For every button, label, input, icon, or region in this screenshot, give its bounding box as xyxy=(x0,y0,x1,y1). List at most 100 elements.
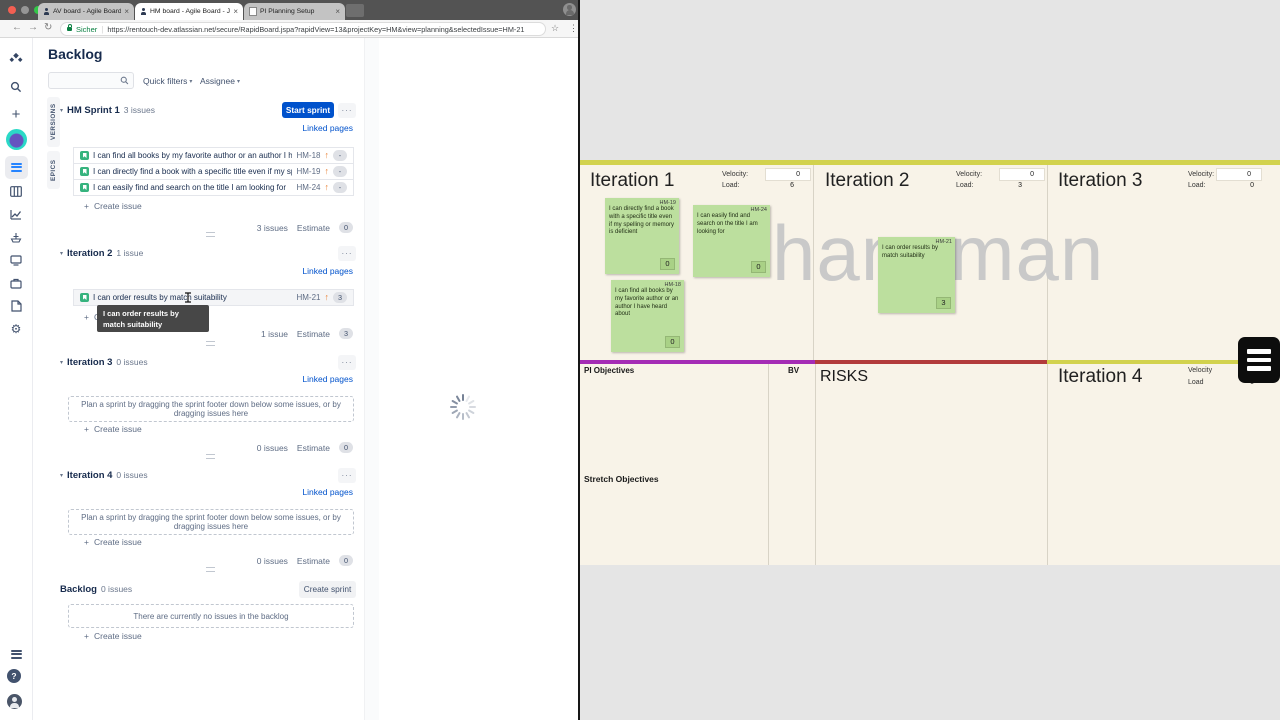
versions-rail[interactable]: VERSIONS xyxy=(47,97,60,147)
issues-box-icon[interactable] xyxy=(7,274,25,292)
estimate-total-pill: 0 xyxy=(339,555,353,566)
assignee-dropdown[interactable]: Assignee ▾ xyxy=(200,76,240,86)
sticky-key: HM-19 xyxy=(659,200,676,206)
story-icon xyxy=(80,293,89,302)
sticky-key: HM-24 xyxy=(750,207,767,213)
backlog-section-header: Backlog 0 issues Create sprint xyxy=(60,580,356,598)
priority-up-icon: ↑ xyxy=(324,182,330,192)
create-icon[interactable]: + xyxy=(11,105,21,123)
drag-handle[interactable] xyxy=(206,341,215,346)
linked-pages-link[interactable]: Linked pages xyxy=(302,266,353,276)
close-window-button[interactable] xyxy=(8,6,16,14)
collapse-chevron-icon[interactable]: ▾ xyxy=(60,107,64,114)
text-cursor xyxy=(185,292,191,303)
user-avatar[interactable] xyxy=(7,694,22,709)
tab-hm-board[interactable]: HM board - Agile Board - JIRA × xyxy=(135,3,243,20)
iteration1-load-value: 6 xyxy=(790,182,794,189)
monitor-icon[interactable] xyxy=(7,251,25,269)
empty-sprint-dropzone[interactable]: Plan a sprint by dragging the sprint foo… xyxy=(68,509,354,535)
iteration2-menu-button[interactable]: ··· xyxy=(338,245,356,261)
iteration3-menu-button[interactable]: ··· xyxy=(338,354,356,370)
iteration2-load-value: 3 xyxy=(1018,182,1022,189)
estimate-pill: 3 xyxy=(333,292,347,303)
issue-row[interactable]: I can order results by match suitability… xyxy=(73,289,354,306)
collapse-chevron-icon[interactable]: ▾ xyxy=(60,359,64,366)
close-tab-icon[interactable]: × xyxy=(124,7,129,16)
jira-logo-icon[interactable] xyxy=(7,50,25,68)
create-sprint-button[interactable]: Create sprint xyxy=(299,580,356,598)
sprint-menu-button[interactable]: ··· xyxy=(338,102,356,118)
priority-up-icon: ↑ xyxy=(324,150,330,160)
risks-bar xyxy=(815,360,1047,364)
plus-icon: + xyxy=(84,312,89,322)
estimate-total-pill: 0 xyxy=(339,442,353,453)
linked-pages-link[interactable]: Linked pages xyxy=(302,374,353,384)
start-sprint-button[interactable]: Start sprint xyxy=(282,102,334,118)
empty-sprint-dropzone[interactable]: Plan a sprint by dragging the sprint foo… xyxy=(68,396,354,422)
forward-icon[interactable]: → xyxy=(28,22,38,33)
browser-profile-icon[interactable] xyxy=(563,3,576,16)
jira-favicon xyxy=(140,8,147,15)
reports-icon[interactable] xyxy=(7,205,25,223)
epics-rail[interactable]: EPICS xyxy=(47,151,60,189)
sticky-points-badge[interactable]: 0 xyxy=(665,336,680,348)
bottom-row xyxy=(580,364,1280,565)
sticky-points-badge[interactable]: 0 xyxy=(660,258,675,270)
estimate-total-pill: 3 xyxy=(339,328,353,339)
tab-pi-planning[interactable]: PI Planning Setup × xyxy=(244,3,345,20)
project-avatar[interactable] xyxy=(6,129,27,150)
sticky-note[interactable]: HM-18 I can find all books by my favorit… xyxy=(611,280,684,352)
issue-row[interactable]: I can easily find and search on the titl… xyxy=(73,179,354,196)
back-icon[interactable]: ← xyxy=(12,22,22,33)
releases-ship-icon[interactable] xyxy=(7,228,25,246)
tab-av-board[interactable]: AV board - Agile Board - JIRA × xyxy=(38,3,134,20)
iteration2-velocity-input[interactable]: 0 xyxy=(999,168,1045,181)
sticky-key: HM-21 xyxy=(935,239,952,245)
iteration4-title: Iteration 4 xyxy=(1058,366,1143,387)
settings-gear-icon[interactable]: ⚙ xyxy=(10,322,22,336)
new-tab-button[interactable] xyxy=(346,4,364,17)
board-columns-icon[interactable] xyxy=(7,182,25,200)
iteration3-velocity-input[interactable]: 0 xyxy=(1216,168,1262,181)
close-tab-icon[interactable]: × xyxy=(233,7,238,16)
drag-handle[interactable] xyxy=(206,454,215,459)
empty-backlog-dropzone[interactable]: There are currently no issues in the bac… xyxy=(68,604,354,628)
quick-filters-dropdown[interactable]: Quick filters ▾ xyxy=(143,76,193,86)
search-input[interactable] xyxy=(48,72,134,89)
iteration2-header: ▾ Iteration 2 1 issue ··· xyxy=(60,245,356,261)
collapse-chevron-icon[interactable]: ▾ xyxy=(60,472,64,479)
sticky-points-badge[interactable]: 3 xyxy=(936,297,951,309)
sticky-note[interactable]: HM-19 I can directly find a book with a … xyxy=(605,198,679,274)
help-icon[interactable]: ? xyxy=(7,669,21,683)
bookmark-star-icon[interactable]: ☆ xyxy=(551,23,560,33)
sticky-note[interactable]: HM-24 I can easily find and search on th… xyxy=(693,205,770,277)
sprint-header: ▾ HM Sprint 1 3 issues Start sprint ··· xyxy=(60,101,356,119)
create-issue-button[interactable]: +Create issue xyxy=(84,424,142,434)
browser-menu-icon[interactable]: ⋮ xyxy=(569,23,578,33)
iteration1-velocity-input[interactable]: 0 xyxy=(765,168,811,181)
close-tab-icon[interactable]: × xyxy=(335,7,340,16)
iteration1-title: Iteration 1 xyxy=(590,170,675,191)
reload-icon[interactable]: ↻ xyxy=(44,22,53,33)
search-icon[interactable] xyxy=(7,78,25,96)
minimize-window-button[interactable] xyxy=(21,6,29,14)
collapse-chevron-icon[interactable]: ▾ xyxy=(60,250,64,257)
linked-pages-link[interactable]: Linked pages xyxy=(302,487,353,497)
issue-row[interactable]: I can find all books by my favorite auth… xyxy=(73,147,354,164)
pages-icon[interactable] xyxy=(7,297,25,315)
sidebar-collapse-icon[interactable] xyxy=(7,645,25,663)
linked-pages-link[interactable]: Linked pages xyxy=(302,123,353,133)
sticky-note[interactable]: HM-21 I can order results by match suita… xyxy=(878,237,955,313)
iteration3-load-value: 0 xyxy=(1250,182,1254,189)
sticky-points-badge[interactable]: 0 xyxy=(751,261,766,273)
address-bar[interactable]: Sicher | https://rentouch-dev.atlassian.… xyxy=(60,22,546,36)
iteration4-menu-button[interactable]: ··· xyxy=(338,467,356,483)
drag-handle[interactable] xyxy=(206,567,215,572)
create-issue-button[interactable]: +Create issue xyxy=(84,201,142,211)
drag-handle[interactable] xyxy=(206,232,215,237)
create-issue-button[interactable]: +Create issue xyxy=(84,631,142,641)
create-issue-button[interactable]: +Create issue xyxy=(84,537,142,547)
risks-title: RISKS xyxy=(820,368,869,385)
board-menu-hamburger-button[interactable] xyxy=(1238,337,1280,383)
issue-row[interactable]: I can directly find a book with a specif… xyxy=(73,163,354,180)
